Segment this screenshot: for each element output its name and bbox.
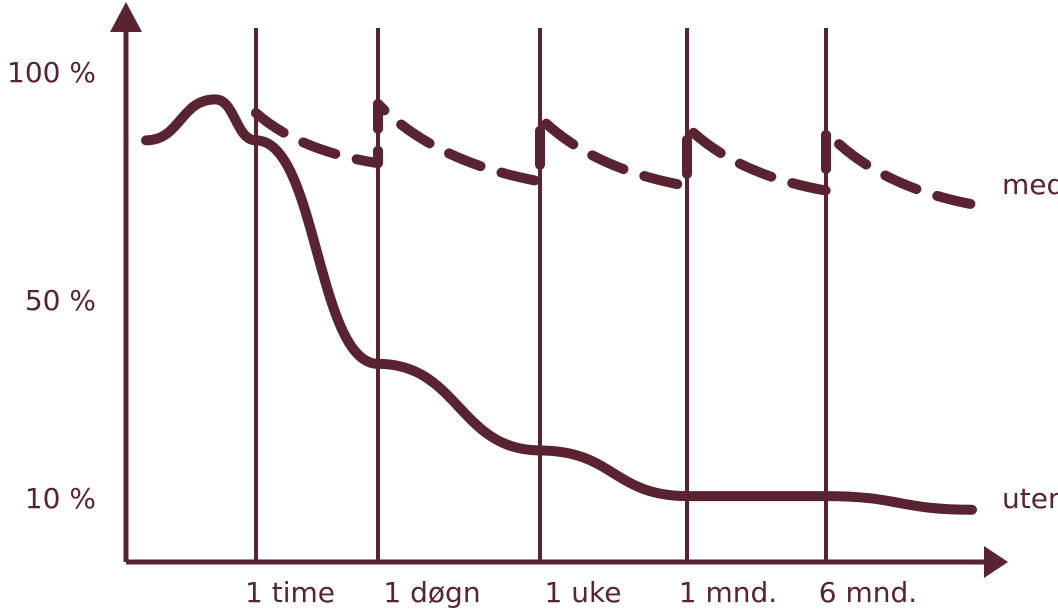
series-line-uten	[141, 94, 977, 515]
x-axis-arrow	[984, 546, 1008, 578]
time-marker-lines	[254, 28, 828, 562]
y-tick-label: 100 %	[7, 56, 96, 89]
y-tick-label: 10 %	[25, 482, 96, 515]
series-label-med: med	[1002, 168, 1058, 201]
y-axis-arrow	[110, 2, 142, 32]
x-tick-label: 6 mnd.	[819, 576, 917, 609]
series-lines	[141, 94, 977, 515]
y-tick-label: 50 %	[25, 284, 96, 317]
series-label-uten: uten	[1002, 482, 1058, 515]
axes	[110, 2, 1008, 578]
x-tick-label: 1 mnd.	[679, 576, 777, 609]
labels: 100 % 50 % 10 % 1 time 1 døgn 1 uke 1 mnd. 6 mn…	[7, 56, 1058, 609]
x-tick-label: 1 time	[245, 576, 335, 609]
x-tick-label: 1 døgn	[383, 576, 480, 609]
series-line-med	[251, 98, 977, 210]
x-tick-label: 1 uke	[545, 576, 622, 609]
